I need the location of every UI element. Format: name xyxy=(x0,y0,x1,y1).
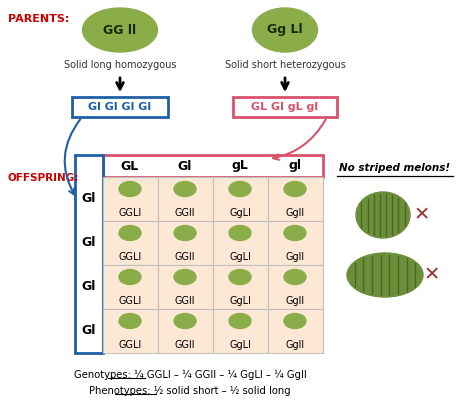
FancyBboxPatch shape xyxy=(103,155,323,177)
FancyBboxPatch shape xyxy=(72,97,168,117)
Ellipse shape xyxy=(229,181,251,196)
Text: Gl: Gl xyxy=(178,159,192,173)
Text: GgLl: GgLl xyxy=(229,208,251,218)
Text: Gg Ll: Gg Ll xyxy=(267,23,303,37)
FancyBboxPatch shape xyxy=(213,221,268,265)
Ellipse shape xyxy=(174,270,196,285)
Text: GgLl: GgLl xyxy=(229,296,251,306)
Text: Gl: Gl xyxy=(82,193,96,206)
Ellipse shape xyxy=(229,225,251,240)
Text: Gl: Gl xyxy=(82,280,96,294)
FancyBboxPatch shape xyxy=(268,221,323,265)
FancyBboxPatch shape xyxy=(213,265,268,309)
Ellipse shape xyxy=(284,181,306,196)
FancyBboxPatch shape xyxy=(268,265,323,309)
Text: ✕: ✕ xyxy=(424,265,440,285)
Text: No striped melons!: No striped melons! xyxy=(339,163,451,173)
Text: GGLl: GGLl xyxy=(118,340,142,350)
Text: Solid short heterozygous: Solid short heterozygous xyxy=(225,60,346,70)
Text: GGll: GGll xyxy=(175,208,195,218)
Text: GGLl: GGLl xyxy=(118,252,142,262)
FancyBboxPatch shape xyxy=(158,221,213,265)
Ellipse shape xyxy=(174,181,196,196)
Text: GL Gl gL gl: GL Gl gL gl xyxy=(251,102,319,112)
Text: Ggll: Ggll xyxy=(285,340,305,350)
Text: Ggll: Ggll xyxy=(285,296,305,306)
Ellipse shape xyxy=(119,225,141,240)
Ellipse shape xyxy=(356,192,410,238)
FancyBboxPatch shape xyxy=(268,309,323,353)
Ellipse shape xyxy=(229,314,251,329)
Text: GGll: GGll xyxy=(175,340,195,350)
FancyBboxPatch shape xyxy=(103,177,158,221)
Text: GGLl: GGLl xyxy=(118,296,142,306)
Ellipse shape xyxy=(119,181,141,196)
Text: gL: gL xyxy=(232,159,248,173)
FancyBboxPatch shape xyxy=(75,155,103,353)
Text: Ggll: Ggll xyxy=(285,252,305,262)
Text: Gl Gl Gl Gl: Gl Gl Gl Gl xyxy=(89,102,152,112)
Ellipse shape xyxy=(284,225,306,240)
Ellipse shape xyxy=(253,8,318,52)
FancyBboxPatch shape xyxy=(268,177,323,221)
FancyBboxPatch shape xyxy=(103,265,158,309)
Text: GGll: GGll xyxy=(175,252,195,262)
Text: PARENTS:: PARENTS: xyxy=(8,14,69,24)
FancyBboxPatch shape xyxy=(158,265,213,309)
FancyBboxPatch shape xyxy=(158,177,213,221)
Text: GgLl: GgLl xyxy=(229,252,251,262)
FancyBboxPatch shape xyxy=(213,309,268,353)
Ellipse shape xyxy=(82,8,157,52)
Text: Ggll: Ggll xyxy=(285,208,305,218)
Text: OFFSPRING:: OFFSPRING: xyxy=(8,173,79,183)
Text: GG ll: GG ll xyxy=(103,23,137,37)
Ellipse shape xyxy=(347,253,423,297)
FancyBboxPatch shape xyxy=(158,309,213,353)
Ellipse shape xyxy=(174,314,196,329)
Ellipse shape xyxy=(119,314,141,329)
FancyBboxPatch shape xyxy=(233,97,337,117)
Ellipse shape xyxy=(284,270,306,285)
Text: Solid long homozygous: Solid long homozygous xyxy=(64,60,176,70)
FancyBboxPatch shape xyxy=(103,221,158,265)
FancyBboxPatch shape xyxy=(213,177,268,221)
Text: gl: gl xyxy=(289,159,301,173)
Text: GL: GL xyxy=(121,159,139,173)
Text: ✕: ✕ xyxy=(414,206,430,225)
Text: GGll: GGll xyxy=(175,296,195,306)
FancyBboxPatch shape xyxy=(103,309,158,353)
Text: Genotypes: ¼ GGLl – ¼ GGll – ¼ GgLl – ¼ Ggll: Genotypes: ¼ GGLl – ¼ GGll – ¼ GgLl – ¼ … xyxy=(73,370,306,380)
Text: Gl: Gl xyxy=(82,324,96,337)
Text: Gl: Gl xyxy=(82,237,96,250)
Text: Phenotypes: ½ solid short – ½ solid long: Phenotypes: ½ solid short – ½ solid long xyxy=(89,386,291,396)
Text: GGLl: GGLl xyxy=(118,208,142,218)
Text: GgLl: GgLl xyxy=(229,340,251,350)
Ellipse shape xyxy=(229,270,251,285)
Ellipse shape xyxy=(284,314,306,329)
Ellipse shape xyxy=(174,225,196,240)
Ellipse shape xyxy=(119,270,141,285)
